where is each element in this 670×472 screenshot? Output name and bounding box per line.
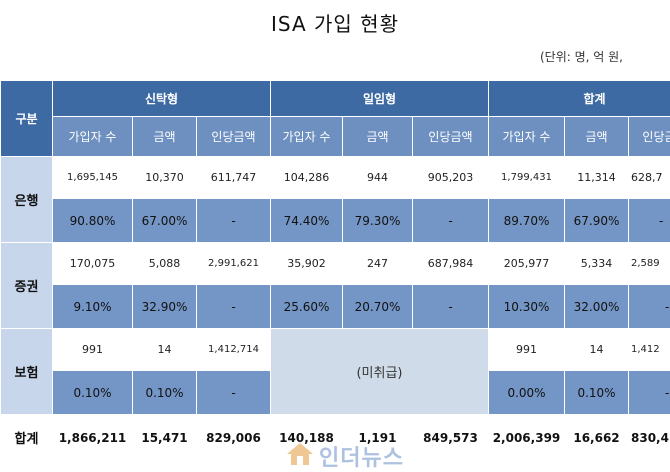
table-cell-pct: - <box>629 285 670 329</box>
table-cell: 2,589 <box>629 243 670 285</box>
row-label-insurance: 보험 <box>1 329 53 415</box>
header-sub: 가입자 수 <box>53 117 133 157</box>
table-cell-total: 829,006 <box>197 415 271 461</box>
table-cell: 10,370 <box>133 157 197 199</box>
table-cell-total: 15,471 <box>133 415 197 461</box>
table-cell-pct: 25.60% <box>271 285 343 329</box>
watermark: 인더뉴스 <box>285 440 445 469</box>
header-category: 구분 <box>1 81 53 157</box>
table-cell: 687,984 <box>413 243 489 285</box>
table-cell: 5,088 <box>133 243 197 285</box>
table-cell: 205,977 <box>489 243 565 285</box>
table-cell-pct: 32.90% <box>133 285 197 329</box>
table-cell-pct: 67.00% <box>133 199 197 243</box>
not-handled-note: (미취급) <box>271 329 489 415</box>
header-group-total: 합계 <box>489 81 670 117</box>
table-cell: 1,412,714 <box>197 329 271 371</box>
table-cell: 170,075 <box>53 243 133 285</box>
table-cell-pct: - <box>629 371 670 415</box>
table-cell-pct: 67.90% <box>565 199 629 243</box>
table-cell: 991 <box>489 329 565 371</box>
table-cell-pct: - <box>629 199 670 243</box>
header-group-trust: 신탁형 <box>53 81 271 117</box>
table-cell-pct: 74.40% <box>271 199 343 243</box>
house-logo-icon <box>285 441 315 467</box>
table-cell-pct: 89.70% <box>489 199 565 243</box>
table-cell-pct: 0.10% <box>133 371 197 415</box>
table-cell: 1,695,145 <box>53 157 133 199</box>
table-cell: 611,747 <box>197 157 271 199</box>
table-cell: 2,991,621 <box>197 243 271 285</box>
table-cell: 1,799,431 <box>489 157 565 199</box>
table-cell-pct: 32.00% <box>565 285 629 329</box>
table-cell: 991 <box>53 329 133 371</box>
header-sub: 인당금액 <box>629 117 670 157</box>
table-cell-pct: - <box>413 285 489 329</box>
watermark-text: 인더뉴스 <box>319 440 404 472</box>
row-label-bank: 은행 <box>1 157 53 243</box>
table-cell-total: 16,662 <box>565 415 629 461</box>
table-cell-pct: 20.70% <box>343 285 413 329</box>
row-label-securities: 증권 <box>1 243 53 329</box>
table-cell-pct: 9.10% <box>53 285 133 329</box>
table-cell: 14 <box>565 329 629 371</box>
header-group-discretionary: 일임형 <box>271 81 489 117</box>
table-cell-pct: - <box>197 285 271 329</box>
table-cell: 905,203 <box>413 157 489 199</box>
table-cell: 247 <box>343 243 413 285</box>
table-cell-total: 1,866,211 <box>53 415 133 461</box>
table-cell: 14 <box>133 329 197 371</box>
table-cell-pct: 10.30% <box>489 285 565 329</box>
table-cell-pct: - <box>197 199 271 243</box>
page-title: ISA 가입 현황 <box>0 8 670 37</box>
unit-note: (단위: 명, 억 원, <box>540 48 623 65</box>
table-cell: 11,314 <box>565 157 629 199</box>
table-cell: 1,412 <box>629 329 670 371</box>
header-sub: 금액 <box>343 117 413 157</box>
table-cell-pct: 90.80% <box>53 199 133 243</box>
table-cell: 104,286 <box>271 157 343 199</box>
header-sub: 금액 <box>565 117 629 157</box>
table-cell-pct: - <box>413 199 489 243</box>
table-cell-pct: 0.10% <box>53 371 133 415</box>
table-cell-pct: - <box>197 371 271 415</box>
table-cell: 35,902 <box>271 243 343 285</box>
row-label-total: 합계 <box>1 415 53 461</box>
table-cell-pct: 0.00% <box>489 371 565 415</box>
header-sub: 인당금액 <box>197 117 271 157</box>
header-sub: 가입자 수 <box>489 117 565 157</box>
header-sub: 가입자 수 <box>271 117 343 157</box>
table-cell-total: 2,006,399 <box>489 415 565 461</box>
table-cell-total: 830,4 <box>629 415 670 461</box>
table-cell-pct: 79.30% <box>343 199 413 243</box>
table-cell: 944 <box>343 157 413 199</box>
isa-table: 구분 신탁형 일임형 합계 가입자 수 금액 인당금액 가입자 수 금액 인당금… <box>0 80 670 461</box>
table-cell: 628,7 <box>629 157 670 199</box>
header-sub: 금액 <box>133 117 197 157</box>
table-cell: 5,334 <box>565 243 629 285</box>
header-sub: 인당금액 <box>413 117 489 157</box>
table-cell-pct: 0.10% <box>565 371 629 415</box>
